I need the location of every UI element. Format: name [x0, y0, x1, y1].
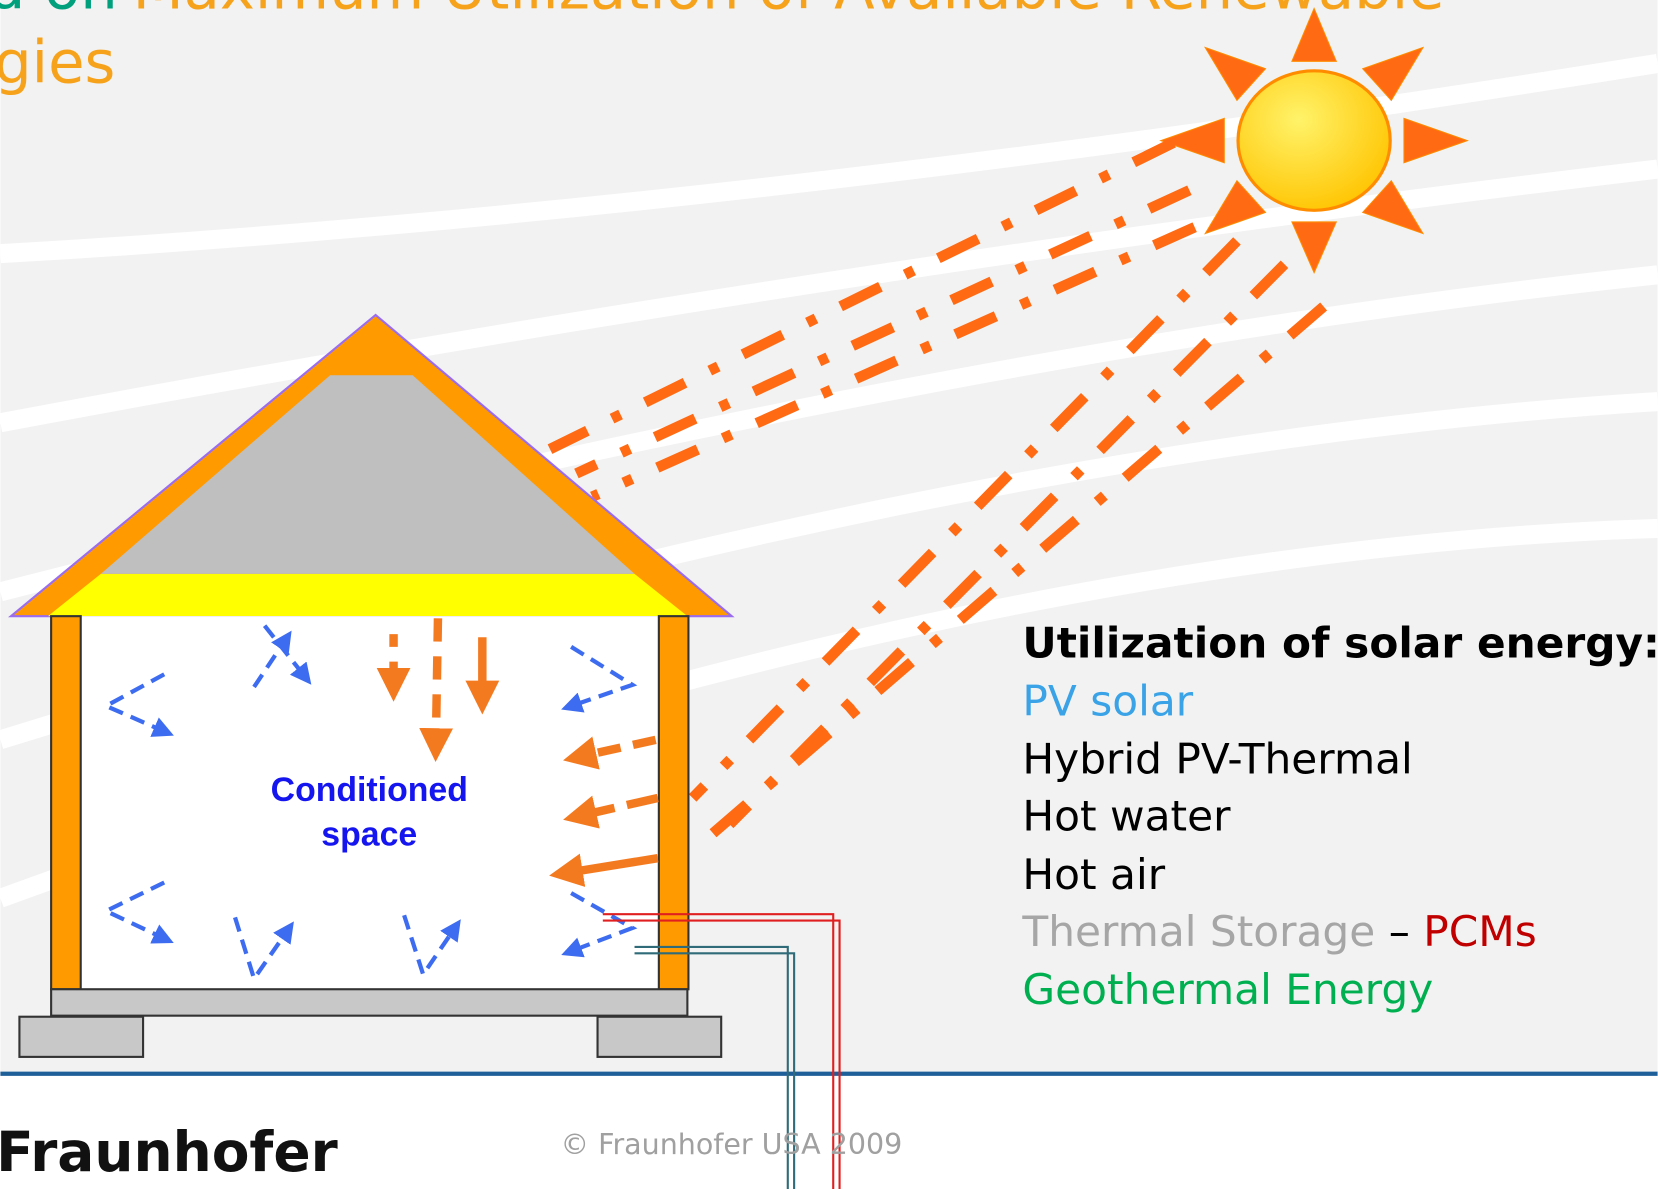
sun [1159, 7, 1469, 274]
list-item: Thermal Storage – PCMs [1021, 907, 1536, 956]
air-arrows [101, 624, 638, 984]
title-highlight: Maximum Utilization of Available Renewab… [133, 0, 1445, 22]
list-item: PV solar [1022, 677, 1193, 726]
footer-bg [0, 1072, 1658, 1189]
list-item: Hybrid PV-Thermal [1022, 735, 1412, 784]
copyright: © Fraunhofer USA 2009 [561, 1128, 903, 1161]
sun-rays [547, 137, 1328, 855]
list-item: Geothermal Energy [1022, 965, 1433, 1014]
dash: – [1389, 907, 1410, 956]
pcms: PCMs [1423, 907, 1537, 956]
pipes [602, 913, 841, 1189]
storage: Thermal Storage [1021, 907, 1375, 956]
heat-arrows [376, 618, 659, 887]
space-label: space [321, 816, 417, 854]
title: d on Maximum Utilization of Available Ren… [0, 0, 1445, 22]
list-item: Hot water [1022, 792, 1231, 841]
list-item: Hot air [1022, 850, 1165, 899]
house [8, 313, 735, 1058]
title-line2: gies [0, 27, 115, 96]
space-label: Conditioned [271, 771, 468, 809]
title-prefix: d on [0, 0, 118, 22]
list-heading: Utilization of solar energy: [1022, 618, 1658, 667]
brand: Fraunhofer [0, 1120, 338, 1184]
